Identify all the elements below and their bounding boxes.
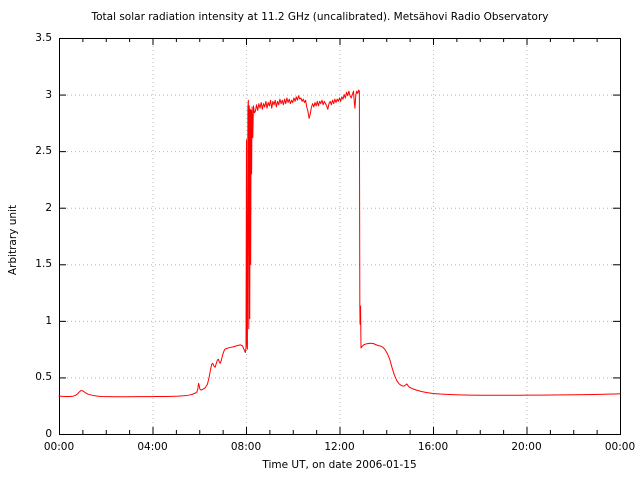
x-tick-label: 00:00	[43, 441, 75, 453]
y-tick-label: 3.5	[35, 32, 52, 44]
y-tick-label: 0	[45, 428, 52, 440]
plot-frame	[59, 38, 621, 435]
y-tick-label: 0.5	[35, 371, 52, 384]
y-tick-label: 2.5	[35, 145, 52, 158]
x-tick-label: 04:00	[137, 441, 168, 453]
x-tick-label: 20:00	[511, 441, 542, 453]
y-axis-label: Arbitrary unit	[7, 204, 19, 276]
y-tick-label: 2	[45, 201, 52, 214]
y-tick-label: 1.5	[35, 258, 52, 271]
x-tick-label: 00:00	[604, 441, 636, 453]
y-tick-label: 3	[45, 88, 52, 101]
x-axis-label: Time UT, on date 2006-01-15	[262, 459, 417, 471]
x-tick-label: 08:00	[230, 441, 262, 453]
y-tick-label: 1	[45, 314, 52, 327]
x-tick-label: 12:00	[324, 441, 355, 453]
data-series-line	[58, 89, 621, 398]
chart-title: Total solar radiation intensity at 11.2 …	[91, 11, 549, 23]
x-tick-label: 16:00	[417, 441, 449, 453]
